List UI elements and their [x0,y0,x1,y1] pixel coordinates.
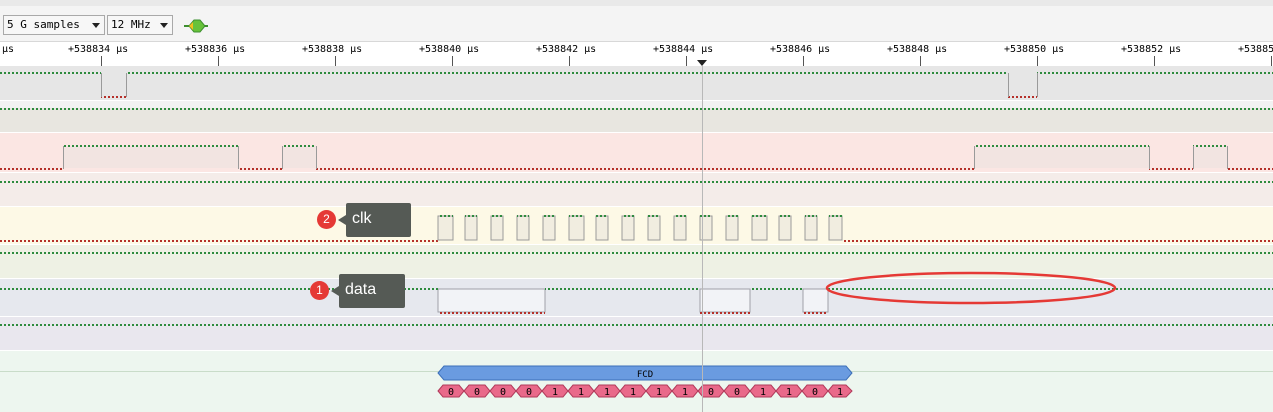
ruler-tick-label: +538842 μs [536,44,597,55]
annotation-data: data [331,274,405,308]
ruler-tick-label: +538838 μs [302,44,363,55]
ruler-tick-label: +538840 μs [419,44,480,55]
clk-trace [0,215,1273,254]
chevron-down-icon [160,23,168,28]
channel-clk-background [0,206,1273,244]
decoder-frame-label: FCD [637,370,653,380]
annotation-clk-label: clk [352,210,372,227]
decoder-bit: 1 [837,387,843,398]
decoder-bit: 1 [604,387,610,398]
decoder-bit: 1 [552,387,558,398]
decoder-bit: 1 [786,387,792,398]
decoder-bit: 0 [734,387,740,398]
decoder-bit: 0 [448,387,454,398]
cursor-marker-icon[interactable] [697,60,707,66]
run-capture-icon[interactable] [183,17,209,35]
ruler-tick-label: +538850 μs [1004,44,1065,55]
decoder-bit: 0 [812,387,818,398]
sample-rate-value: 12 MHz [111,18,151,31]
highlight-ellipse [825,271,1117,305]
ruler-tick-label: +538848 μs [887,44,948,55]
decoder-bits [437,384,853,398]
ruler-tick-label: +53885 [1238,44,1273,55]
annotation-badge-data: 1 [310,281,329,300]
ruler-tick-label: +538852 μs [1121,44,1182,55]
decoder-bit: 1 [682,387,688,398]
clk-pulses [437,215,843,241]
decoder-row-background [0,350,1273,412]
waveform-area[interactable]: FCD 0 0 0 [0,66,1273,412]
decoder-bit: 0 [708,387,714,398]
decoder-bit: 1 [578,387,584,398]
decoder-bit: 0 [526,387,532,398]
time-ruler[interactable]: μs +538834 μs +538836 μs +538838 μs +538… [0,42,1273,66]
sample-rate-select[interactable]: 12 MHz [107,15,173,35]
ruler-ticks [101,56,1272,66]
decoder-bit: 0 [474,387,480,398]
ruler-tick-label: +538836 μs [185,44,246,55]
annotation-data-label: data [345,281,377,298]
channel-data-background [0,278,1273,316]
sample-count-select[interactable]: 5 G samples [3,15,105,35]
annotation-badge-clk: 2 [317,210,336,229]
ruler-tick-label: +538844 μs [653,44,714,55]
decoder-row: FCD 0 0 0 [0,365,1273,398]
sample-count-value: 5 G samples [7,18,80,31]
decoder-bit: 1 [656,387,662,398]
annotation-clk: clk [338,203,411,237]
channel-2-trace [0,145,1273,183]
toolbar: 5 G samples 12 MHz [0,0,1273,42]
channel-1-background [0,66,1273,100]
ruler-unit-label: μs [2,44,15,55]
chevron-down-icon [92,23,100,28]
ruler-tick-label: +538846 μs [770,44,831,55]
channel-1-trace [0,72,1273,110]
ruler-tick-label: +538834 μs [68,44,129,55]
decoder-bit: 1 [630,387,636,398]
decoder-frame-bar [437,365,853,381]
decoder-bit: 0 [500,387,506,398]
data-trace [0,288,1273,326]
decoder-bit: 1 [760,387,766,398]
